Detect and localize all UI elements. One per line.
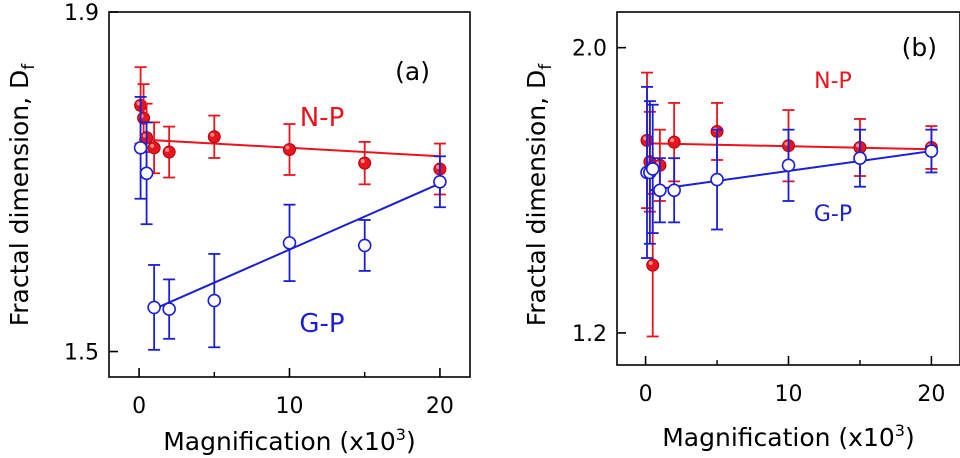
series-label: N-P xyxy=(300,103,345,133)
data-point xyxy=(645,162,660,176)
data-point xyxy=(147,141,161,155)
data-point-highlight xyxy=(136,101,141,106)
data-point xyxy=(667,135,681,149)
data-point xyxy=(147,300,161,315)
data-point xyxy=(283,143,296,157)
y-tick-label: 2.0 xyxy=(572,37,607,62)
x-tick-label: 0 xyxy=(639,382,653,407)
x-tick-label: 0 xyxy=(132,394,146,419)
data-point-highlight xyxy=(784,141,789,146)
data-point xyxy=(133,141,148,155)
y-tick-label: 1.2 xyxy=(572,322,607,347)
data-point-highlight xyxy=(648,261,653,266)
data-point-highlight xyxy=(142,133,147,138)
x-tick-label: 20 xyxy=(426,394,454,419)
data-point xyxy=(781,158,796,173)
data-point xyxy=(710,172,724,187)
y-tick-label: 1.5 xyxy=(64,341,99,366)
data-point-highlight xyxy=(435,165,440,170)
x-tick-label: 10 xyxy=(276,394,304,419)
y-axis-label: Fractal dimension, Df xyxy=(522,63,556,327)
data-point xyxy=(433,174,447,189)
series-N-P: N-P xyxy=(640,69,938,338)
data-point xyxy=(162,145,176,159)
series-label: G-P xyxy=(814,202,852,227)
data-point xyxy=(162,302,176,316)
data-point xyxy=(207,293,222,308)
series-G-P: G-P xyxy=(640,85,939,259)
data-point-highlight xyxy=(165,148,170,153)
data-point xyxy=(667,183,681,198)
data-point xyxy=(207,130,221,144)
fit-line xyxy=(153,182,441,311)
data-point xyxy=(653,183,667,198)
data-point xyxy=(924,144,939,158)
data-point xyxy=(358,156,372,170)
data-point xyxy=(139,166,154,181)
y-axis-label: Fractal dimension, Df xyxy=(5,63,39,327)
x-axis-label: Magnification (x103) xyxy=(662,421,915,452)
series-G-P: G-P xyxy=(133,95,447,351)
data-point-highlight xyxy=(360,159,365,164)
series-N-P: N-P xyxy=(134,66,447,196)
series-label: N-P xyxy=(814,69,852,94)
series-label: G-P xyxy=(299,309,344,339)
chart-panel-2: 0 10 20 1.2 2.0 Magnification (x103) Fractal d… xyxy=(522,11,960,452)
data-point-highlight xyxy=(670,138,675,143)
data-point-highlight xyxy=(150,143,155,148)
data-point-highlight xyxy=(210,132,215,137)
x-tick-label: 20 xyxy=(917,382,945,407)
panel-label: (a) xyxy=(395,57,430,86)
data-point xyxy=(282,236,297,250)
panel-label: (b) xyxy=(902,33,937,62)
data-point xyxy=(357,238,372,253)
data-point-highlight xyxy=(643,136,648,141)
chart-panel-1: 0 10 20 1.5 1.9 Magnification (x103) Fractal d… xyxy=(5,1,471,456)
x-tick-label: 10 xyxy=(775,382,803,407)
data-point xyxy=(646,258,660,272)
y-tick-label: 1.9 xyxy=(64,1,99,26)
data-point-highlight xyxy=(855,143,860,148)
data-point xyxy=(853,151,867,165)
data-point-highlight xyxy=(285,145,290,150)
x-axis-label: Magnification (x103) xyxy=(163,425,416,456)
